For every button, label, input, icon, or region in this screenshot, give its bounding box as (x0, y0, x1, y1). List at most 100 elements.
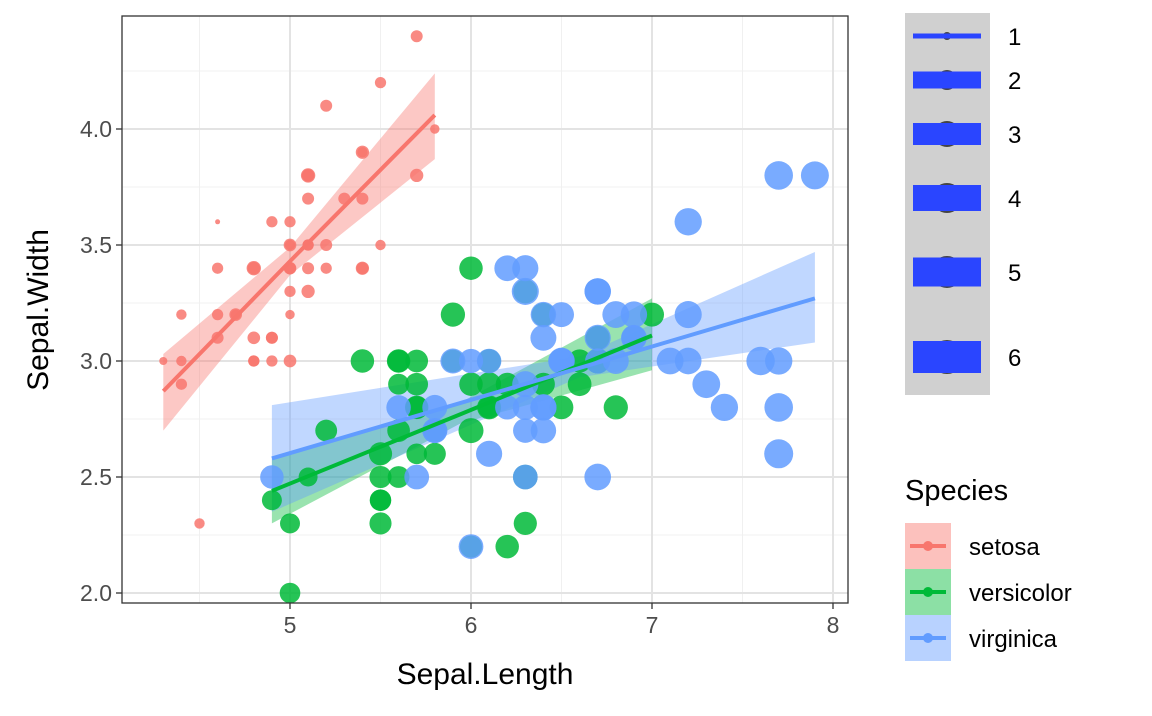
point-virginica (584, 278, 611, 305)
point-setosa (410, 168, 424, 183)
fit-line-setosa (161, 113, 437, 393)
point-virginica (764, 439, 794, 469)
point-versicolor (279, 582, 301, 604)
point-setosa (320, 99, 333, 112)
y-axis-label: Sepal.Width (22, 229, 55, 391)
x-tick-label: 8 (827, 612, 840, 638)
size-legend-key-line (913, 33, 981, 39)
point-versicolor (369, 465, 392, 489)
y-tick-label: 2.0 (80, 580, 112, 606)
y-tick-label: 3.5 (80, 232, 112, 258)
panel-border (121, 15, 849, 604)
point-virginica (530, 394, 557, 421)
point-setosa (283, 354, 297, 368)
point-versicolor (350, 349, 375, 373)
point-virginica (530, 324, 557, 351)
axes: 5 6 7 8 2.0 2.5 3.0 3.5 4.0 (80, 116, 839, 638)
point-virginica (584, 324, 611, 351)
point-setosa (176, 309, 187, 320)
point-setosa (302, 192, 315, 205)
size-legend-label: 2 (1008, 68, 1021, 95)
point-virginica (458, 348, 484, 374)
size-legend-key-line (913, 185, 981, 211)
point-virginica (584, 463, 612, 491)
size-legend-key-line (913, 257, 981, 287)
y-tick-label: 3.0 (80, 348, 112, 374)
point-virginica (674, 347, 702, 375)
point-versicolor (387, 466, 410, 488)
point-virginica (512, 464, 538, 490)
size-legend-key-line (913, 341, 981, 373)
point-virginica (692, 370, 721, 399)
size-legend: 1 2 3 4 5 6 (905, 13, 1021, 395)
fit-line-versicolor (271, 333, 653, 493)
color-legend-key-point (923, 587, 933, 597)
color-legend-title: Species (905, 475, 1008, 507)
point-setosa (320, 239, 333, 251)
point-virginica (260, 465, 284, 489)
point-setosa (357, 146, 368, 158)
point-virginica (495, 395, 520, 420)
point-virginica (548, 302, 575, 328)
color-legend-label-setosa: setosa (969, 534, 1040, 561)
point-virginica (422, 418, 448, 444)
x-tick-label: 5 (284, 612, 297, 638)
point-virginica (440, 348, 466, 374)
point-versicolor (603, 395, 628, 420)
point-setosa (175, 378, 188, 390)
point-virginica (476, 348, 502, 374)
point-setosa (246, 261, 261, 276)
point-versicolor (639, 302, 665, 327)
point-virginica (494, 255, 521, 282)
point-setosa (301, 284, 315, 299)
point-virginica (674, 301, 702, 329)
point-setosa (302, 262, 315, 275)
point-versicolor (477, 372, 502, 397)
point-virginica (602, 301, 630, 329)
point-setosa (248, 355, 260, 367)
point-setosa (283, 238, 297, 252)
color-legend-key-point (923, 633, 933, 643)
point-virginica (512, 394, 538, 420)
point-virginica (764, 393, 793, 422)
point-setosa (211, 262, 224, 274)
points (159, 30, 829, 604)
size-legend-label: 6 (1008, 345, 1021, 372)
point-virginica (765, 347, 793, 375)
x-axis-label: Sepal.Length (397, 658, 574, 691)
point-virginica (764, 161, 793, 190)
point-setosa (266, 355, 278, 367)
fit-line-virginica (271, 296, 816, 461)
size-legend-key-line (913, 71, 981, 89)
fit-lines (161, 113, 816, 493)
point-virginica (530, 301, 557, 328)
point-versicolor (459, 372, 483, 396)
point-virginica (476, 440, 503, 467)
point-virginica (548, 348, 575, 374)
point-setosa (374, 76, 387, 89)
point-versicolor (315, 419, 338, 442)
point-setosa (194, 518, 205, 529)
size-legend-label: 3 (1008, 122, 1021, 149)
point-versicolor (387, 349, 410, 373)
point-setosa (176, 355, 187, 367)
color-legend-key-point (923, 541, 933, 551)
point-virginica (458, 534, 484, 559)
point-virginica (511, 277, 539, 305)
point-virginica (530, 417, 557, 444)
point-setosa (284, 285, 296, 298)
color-legend: Species setosa versicolor virginica (905, 475, 1072, 661)
point-setosa (211, 308, 224, 321)
point-setosa (215, 219, 221, 225)
point-versicolor (440, 302, 466, 327)
point-setosa (356, 192, 369, 205)
point-versicolor (423, 442, 446, 465)
point-versicolor (388, 373, 410, 395)
size-legend-label: 5 (1008, 260, 1021, 287)
point-versicolor (261, 490, 282, 511)
point-setosa (266, 216, 278, 228)
point-versicolor (280, 513, 300, 534)
size-legend-key-line (913, 123, 981, 145)
point-virginica (513, 418, 538, 443)
